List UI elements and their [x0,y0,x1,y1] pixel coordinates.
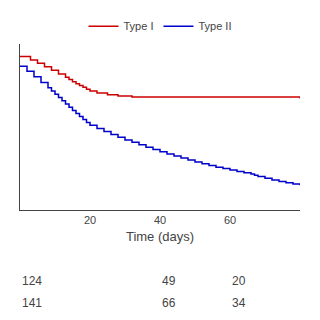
svg-text:Type II: Type II [198,20,231,32]
svg-text:Time (days): Time (days) [126,229,194,244]
svg-text:34: 34 [232,296,246,310]
svg-text:60: 60 [224,214,236,226]
svg-text:66: 66 [162,296,176,310]
svg-text:20: 20 [84,214,96,226]
svg-text:49: 49 [162,274,176,288]
svg-text:40: 40 [154,214,166,226]
svg-text:141: 141 [22,296,42,310]
svg-text:20: 20 [232,274,246,288]
svg-text:124: 124 [22,274,42,288]
svg-text:Type I: Type I [124,20,154,32]
